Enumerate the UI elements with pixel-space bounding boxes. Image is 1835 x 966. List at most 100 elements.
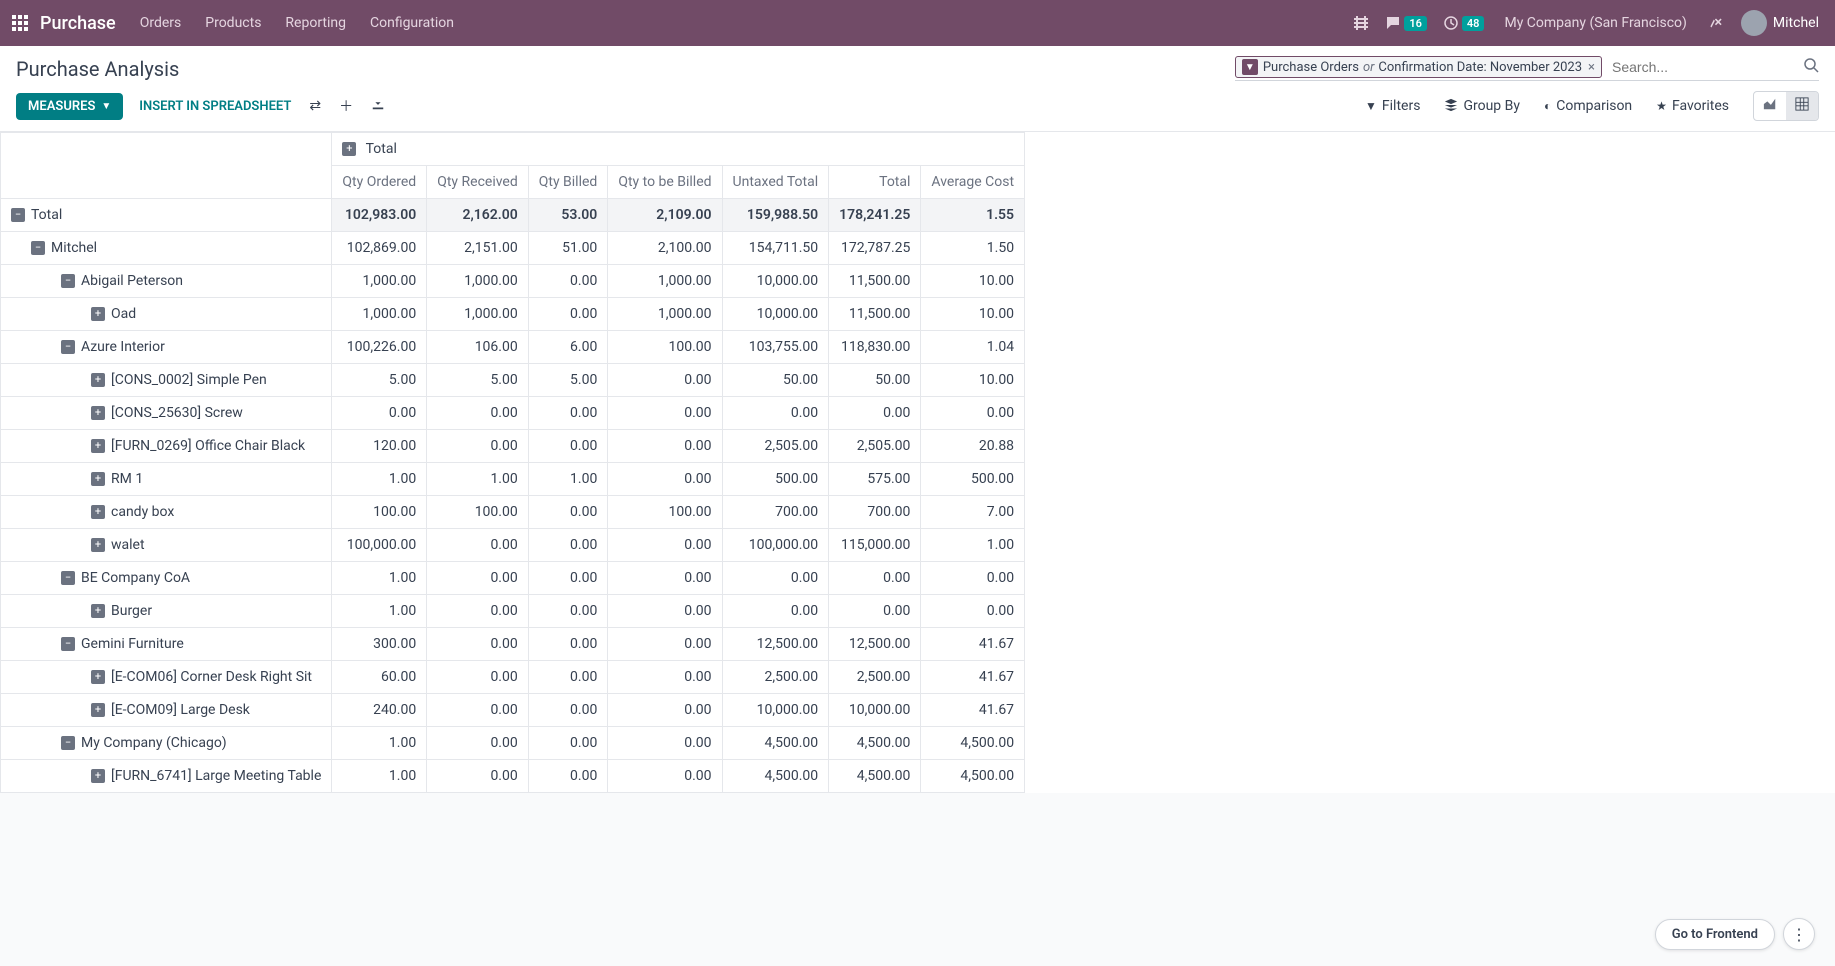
cell-value[interactable]: 0.00 [528,760,608,793]
cell-value[interactable]: 0.00 [608,364,722,397]
cell-value[interactable]: 300.00 [332,628,427,661]
cell-value[interactable]: 0.00 [528,694,608,727]
cell-value[interactable]: 0.00 [528,496,608,529]
cell-value[interactable]: 0.00 [427,760,529,793]
column-header[interactable]: Qty Received [427,166,529,199]
cell-value[interactable]: 0.00 [722,595,829,628]
cell-value[interactable]: 20.88 [921,430,1025,463]
cell-value[interactable]: 5.00 [332,364,427,397]
row-label[interactable]: −Azure Interior [1,331,332,364]
row-label[interactable]: +[FURN_6741] Large Meeting Table [1,760,332,793]
cell-value[interactable]: 0.00 [528,727,608,760]
column-header[interactable]: Qty Ordered [332,166,427,199]
plus-icon[interactable]: + [91,472,105,486]
column-header[interactable]: Average Cost [921,166,1025,199]
messages-icon[interactable]: 16 [1385,15,1427,31]
row-label[interactable]: −My Company (Chicago) [1,727,332,760]
cell-value[interactable]: 2,500.00 [829,661,921,694]
cell-value[interactable]: 53.00 [528,199,608,232]
cell-value[interactable]: 6.00 [528,331,608,364]
cell-value[interactable]: 0.00 [608,562,722,595]
comparison-button[interactable]: ◐ Comparison [1544,98,1632,114]
cell-value[interactable]: 1.00 [427,463,529,496]
cell-value[interactable]: 5.00 [528,364,608,397]
cell-value[interactable]: 0.00 [829,562,921,595]
cell-value[interactable]: 51.00 [528,232,608,265]
cell-value[interactable]: 1.00 [332,595,427,628]
cell-value[interactable]: 0.00 [608,661,722,694]
cell-value[interactable]: 2,505.00 [722,430,829,463]
cell-value[interactable]: 0.00 [427,727,529,760]
row-label[interactable]: +walet [1,529,332,562]
cell-value[interactable]: 0.00 [427,529,529,562]
minus-icon[interactable]: − [61,571,75,585]
cell-value[interactable]: 4,500.00 [722,760,829,793]
cell-value[interactable]: 0.00 [427,397,529,430]
cell-value[interactable]: 100,000.00 [722,529,829,562]
minus-icon[interactable]: − [61,637,75,651]
cell-value[interactable]: 102,869.00 [332,232,427,265]
cell-value[interactable]: 50.00 [722,364,829,397]
cell-value[interactable]: 10.00 [921,265,1025,298]
cell-value[interactable]: 11,500.00 [829,265,921,298]
minus-icon[interactable]: − [11,208,25,222]
plus-icon[interactable]: + [91,505,105,519]
app-brand[interactable]: Purchase [40,13,116,34]
nav-products[interactable]: Products [205,15,261,31]
search-filter-tag[interactable]: ▼ Purchase Orders or Confirmation Date: … [1235,56,1602,78]
minus-icon[interactable]: − [61,274,75,288]
cell-value[interactable]: 0.00 [427,595,529,628]
measures-button[interactable]: MEASURES ▼ [16,93,123,120]
search-bar[interactable]: ▼ Purchase Orders or Confirmation Date: … [1235,56,1819,81]
close-icon[interactable]: × [1588,60,1595,75]
plus-icon[interactable]: + [91,406,105,420]
cell-value[interactable]: 10,000.00 [829,694,921,727]
cell-value[interactable]: 10,000.00 [722,265,829,298]
row-label[interactable]: +[FURN_0269] Office Chair Black [1,430,332,463]
row-label[interactable]: +RM 1 [1,463,332,496]
column-header[interactable]: Qty to be Billed [608,166,722,199]
plus-icon[interactable]: + [91,538,105,552]
cell-value[interactable]: 0.00 [427,628,529,661]
cell-value[interactable]: 0.00 [427,430,529,463]
cell-value[interactable]: 700.00 [722,496,829,529]
cell-value[interactable]: 1.00 [332,760,427,793]
cell-value[interactable]: 0.00 [608,628,722,661]
cell-value[interactable]: 100.00 [427,496,529,529]
cell-value[interactable]: 100.00 [332,496,427,529]
minus-icon[interactable]: − [61,736,75,750]
plus-icon[interactable]: + [91,439,105,453]
cell-value[interactable]: 4,500.00 [829,727,921,760]
row-label[interactable]: +candy box [1,496,332,529]
cell-value[interactable]: 1.00 [332,727,427,760]
cell-value[interactable]: 1,000.00 [608,265,722,298]
flip-axis-icon[interactable]: ⇄ [309,98,321,114]
more-actions-button[interactable]: ⋮ [1783,918,1815,950]
cell-value[interactable]: 1.00 [921,529,1025,562]
cell-value[interactable]: 240.00 [332,694,427,727]
cell-value[interactable]: 0.00 [921,397,1025,430]
cell-value[interactable]: 41.67 [921,628,1025,661]
row-label[interactable]: +Burger [1,595,332,628]
cell-value[interactable]: 41.67 [921,694,1025,727]
cell-value[interactable]: 1.04 [921,331,1025,364]
cell-value[interactable]: 5.00 [427,364,529,397]
cell-value[interactable]: 172,787.25 [829,232,921,265]
row-label[interactable]: +[CONS_25630] Screw [1,397,332,430]
cell-value[interactable]: 0.00 [332,397,427,430]
graph-view-button[interactable] [1754,92,1786,120]
cell-value[interactable]: 2,151.00 [427,232,529,265]
cell-value[interactable]: 106.00 [427,331,529,364]
cell-value[interactable]: 10.00 [921,364,1025,397]
cell-value[interactable]: 0.00 [528,298,608,331]
cell-value[interactable]: 100.00 [608,331,722,364]
cell-value[interactable]: 1.00 [528,463,608,496]
cell-value[interactable]: 1.50 [921,232,1025,265]
cell-value[interactable]: 2,500.00 [722,661,829,694]
cell-value[interactable]: 2,505.00 [829,430,921,463]
column-header[interactable]: Total [829,166,921,199]
cell-value[interactable]: 1.00 [332,463,427,496]
row-label[interactable]: +[E-COM06] Corner Desk Right Sit [1,661,332,694]
cell-value[interactable]: 1,000.00 [608,298,722,331]
plus-icon[interactable]: + [91,373,105,387]
